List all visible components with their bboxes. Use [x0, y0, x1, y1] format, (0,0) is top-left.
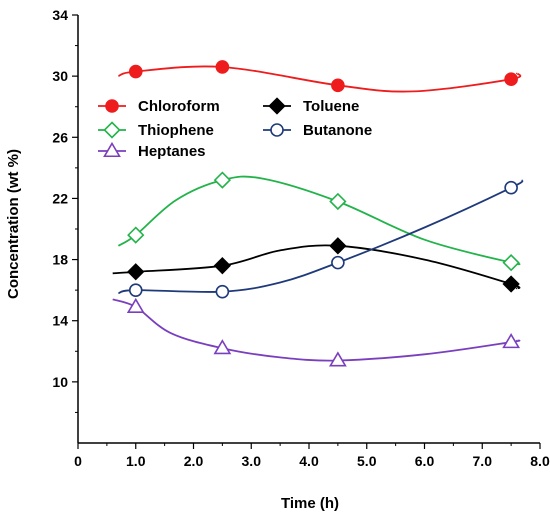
x-tick-label: 0	[74, 453, 82, 469]
data-point-heptanes	[126, 297, 145, 314]
y-tick-label: 22	[52, 190, 68, 206]
legend-marker-thiophene	[103, 121, 121, 139]
data-point-toluene	[127, 263, 145, 281]
series-line-heptanes	[112, 298, 521, 362]
series-line-butanone	[118, 179, 524, 295]
legend-label-butanone: Butanone	[303, 122, 372, 139]
data-point-butanone	[331, 255, 345, 270]
y-tick-label: 10	[52, 374, 68, 390]
legend-marker-toluene	[268, 97, 286, 115]
y-tick-label: 30	[52, 68, 68, 84]
x-tick-label: 5.0	[357, 453, 377, 469]
x-tick-label: 3.0	[242, 453, 262, 469]
legend-label-chloroform: Chloroform	[138, 98, 220, 115]
data-point-toluene	[329, 237, 347, 255]
legend: Chloroform Toluene Thiophene Butanone Heptan…	[98, 97, 372, 160]
data-point-thiophene	[127, 226, 145, 244]
legend-label-toluene: Toluene	[303, 98, 359, 115]
legend-marker-heptanes	[103, 141, 121, 158]
x-tick-label: 2.0	[184, 453, 204, 469]
legend-marker-chloroform	[105, 99, 119, 113]
y-tick-label: 26	[52, 129, 68, 145]
data-point-chloroform	[504, 72, 518, 86]
y-tick-label: 18	[52, 252, 68, 268]
series-line-toluene	[112, 244, 521, 290]
data-point-thiophene	[502, 253, 520, 272]
data-point-chloroform	[128, 64, 143, 79]
y-tick-label: 14	[52, 313, 68, 329]
data-point-butanone	[128, 283, 143, 297]
legend-label-thiophene: Thiophene	[138, 122, 214, 139]
data-point-toluene	[502, 275, 520, 293]
series-markers	[126, 60, 521, 367]
x-axis-title: Time (h)	[281, 495, 339, 512]
data-point-heptanes	[502, 333, 521, 349]
legend-marker-butanone	[270, 123, 284, 137]
data-point-butanone	[504, 180, 518, 195]
x-tick-label: 6.0	[415, 453, 435, 469]
data-point-chloroform	[331, 78, 345, 93]
x-tick-label: 7.0	[473, 453, 493, 469]
data-point-thiophene	[329, 192, 347, 211]
x-tick-label: 8.0	[530, 453, 550, 469]
series-line-thiophene	[117, 175, 521, 266]
series-line-chloroform	[118, 65, 522, 93]
y-axis-title: Concentration (wt %)	[5, 149, 22, 299]
data-point-heptanes	[213, 339, 232, 355]
data-point-toluene	[213, 257, 232, 275]
data-point-thiophene	[213, 171, 232, 189]
x-tick-label: 4.0	[299, 453, 319, 469]
axes: 0 1.0 2.0 3.0 4.0 5.0 6.0 7.0 8.0 10 14 18 22 26 30 34	[52, 7, 550, 469]
y-tick-label: 34	[52, 7, 68, 23]
legend-label-heptanes: Heptanes	[138, 143, 206, 160]
data-point-chloroform	[215, 60, 230, 74]
data-point-heptanes	[328, 351, 347, 367]
x-tick-label: 1.0	[126, 453, 146, 469]
data-point-butanone	[215, 284, 230, 299]
